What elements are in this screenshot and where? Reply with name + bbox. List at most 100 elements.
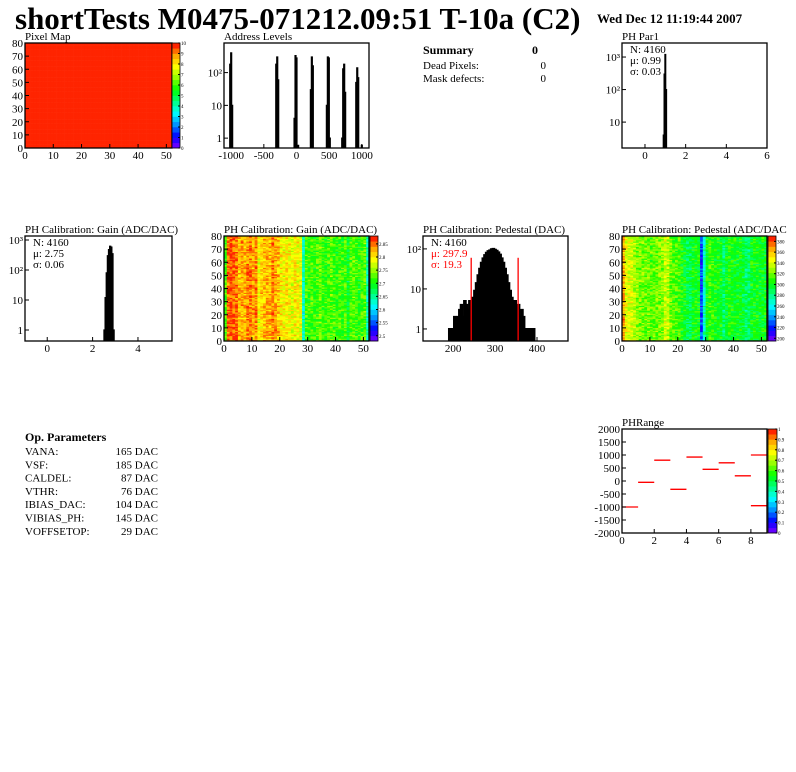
heatmap-cell [98,103,102,105]
heatmap-cell [53,85,57,87]
heatmap-cell [56,50,60,53]
heatmap-cell [70,107,74,109]
heatmap-cell [25,61,29,63]
heatmap-cell [101,104,105,107]
x-tick-label: -500 [254,150,275,162]
y-tick-label: 70 [12,51,24,63]
heatmap-cell [70,56,74,58]
heatmap-cell [27,49,31,52]
heatmap-cell [50,57,54,60]
heatmap-cell [58,48,63,50]
heatmap-cell [41,112,46,115]
heatmap-cell [112,92,116,95]
heatmap-cell [56,69,60,71]
heatmap-cell [61,127,65,129]
heatmap-cell [81,87,85,90]
heatmap-cell [56,133,60,136]
heatmap-cell [92,121,96,124]
heatmap-cell [112,94,116,96]
heatmap-cell [41,62,46,65]
heatmap-cell [73,81,77,83]
palette-band [172,48,180,54]
heatmap-cell [44,71,48,74]
heatmap-cell [104,121,108,124]
heatmap-cell [53,94,57,96]
heatmap-cell [101,74,105,77]
heatmap-cell [90,111,94,113]
heatmap-cell [61,45,65,48]
heatmap-cell [75,64,80,66]
heatmap-cell [98,43,102,45]
heatmap-cell [50,116,54,119]
heatmap-cell [25,69,29,71]
x-tick-label: 500 [321,150,338,162]
heatmap-cell [104,138,108,141]
heatmap-cell [112,106,116,108]
heatmap-cell [101,112,105,115]
heatmap-cell [47,119,51,121]
heatmap-cell [78,134,82,137]
heatmap-cell [92,90,96,92]
palette-band [172,74,180,81]
heatmap-cell [27,96,31,99]
heatmap-cell [109,61,113,63]
heatmap-cell [61,123,65,125]
stats-sigma: σ: 0.06 [33,259,64,271]
heatmap-cell [101,140,105,142]
heatmap-cell [47,133,51,136]
heatmap-cell [90,100,94,103]
heatmap-cell [109,138,113,141]
heatmap-cell [25,71,29,74]
heatmap-cell [106,91,111,94]
heatmap-cell [33,111,37,113]
heatmap-cell [75,142,80,145]
heatmap-cell [73,100,77,103]
heatmap-cell [70,132,74,134]
heatmap-cell [53,83,57,86]
heatmap-cell [81,108,85,111]
y-tick-label: 10 [12,130,24,142]
heatmap-cell [84,115,88,117]
heatmap-cell [36,109,40,112]
heatmap-cell [53,90,57,92]
heatmap-cell [44,138,48,141]
heatmap-cell [104,48,108,50]
heatmap-cell [41,133,46,136]
heatmap-cell [41,123,46,125]
heatmap-cell [92,85,96,87]
heatmap-cell [78,90,82,92]
heatmap-cell [90,133,94,136]
heatmap-cell [95,46,99,49]
heatmap-cell [106,133,111,136]
heatmap-cell [58,61,63,63]
heatmap-cell [92,136,96,138]
heatmap-cell [81,53,85,56]
heatmap-cell [27,136,31,138]
heatmap-cell [78,138,82,141]
heatmap-cell [39,45,43,48]
heatmap-cell [33,137,37,140]
heatmap-cell [112,133,116,136]
heatmap-cell [41,57,46,60]
heatmap-cell [44,106,48,108]
heatmap-cell [70,117,74,120]
heatmap-cell [50,69,54,71]
heatmap-cell [84,121,88,124]
heatmap-cell [104,58,108,61]
heatmap-cell [56,98,60,100]
summary-title: Summary [423,43,474,57]
heatmap-cell [61,90,65,92]
heatmap-cell [73,45,77,48]
heatmap-cell [84,65,88,67]
heatmap-cell [73,117,77,120]
heatmap-cell [56,128,60,130]
heatmap-cell [61,130,65,133]
heatmap-cell [84,83,88,86]
heatmap-cell [70,115,74,117]
heatmap-cell [58,64,63,66]
heatmap-cell [87,125,91,128]
heatmap-cell [98,83,102,86]
heatmap-cell [36,94,40,96]
heatmap-cell [87,64,91,66]
op-parameter-label: VOFFSETOP: [25,526,90,538]
